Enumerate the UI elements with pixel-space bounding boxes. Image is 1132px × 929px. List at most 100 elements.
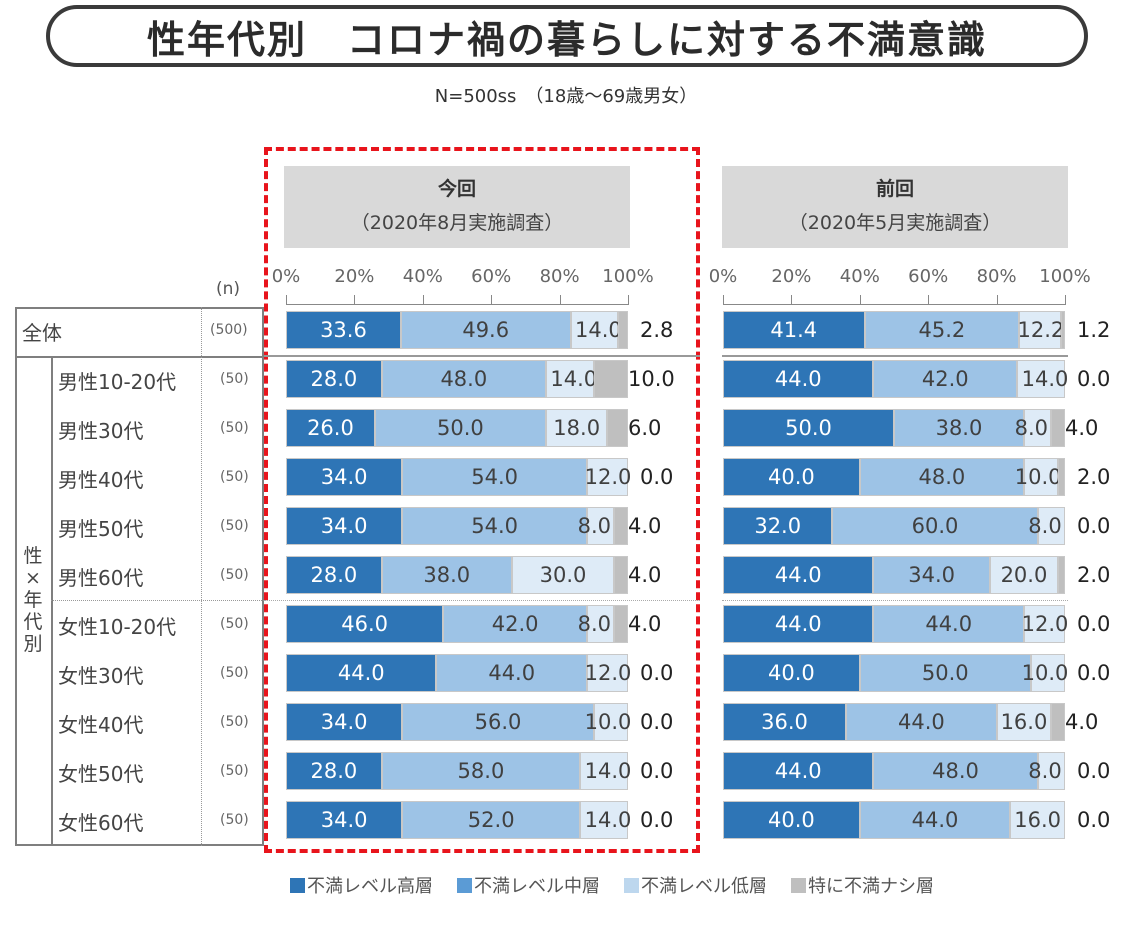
- legend-item-none: 特に不満ナシ層: [791, 872, 934, 898]
- data-label: 8.0: [1028, 759, 1062, 783]
- data-label-no-dissatisfaction: 0.0: [640, 661, 674, 685]
- data-label-no-dissatisfaction: 0.0: [1077, 759, 1111, 783]
- legend-label: 不満レベル低層: [641, 876, 767, 897]
- bar-segment-low: [586, 507, 615, 545]
- legend-label: 特に不満ナシ層: [808, 876, 934, 897]
- bar-segment-high: [723, 458, 860, 496]
- data-label-no-dissatisfaction: 0.0: [640, 808, 674, 832]
- bar-segment-none: [614, 556, 628, 594]
- x-tick-label: 40%: [402, 266, 443, 287]
- data-label: 42.0: [491, 612, 539, 636]
- bar-segment-high: [286, 409, 375, 447]
- data-label: 16.0: [1000, 710, 1048, 734]
- row-n: (50): [220, 518, 249, 534]
- data-label: 40.0: [768, 465, 815, 489]
- bar-segment-high: [286, 654, 437, 692]
- x-tick-label: 0%: [708, 266, 738, 287]
- bar-segment-mid: [402, 507, 587, 545]
- data-label-no-dissatisfaction: 2.8: [640, 318, 674, 342]
- total-separator-line: [264, 355, 700, 357]
- bar-segment-mid: [400, 311, 571, 349]
- bar-segment-high: [286, 801, 403, 839]
- data-label: 14.0: [575, 318, 622, 342]
- data-label-no-dissatisfaction: 4.0: [628, 612, 662, 636]
- legend-swatch: [791, 877, 806, 893]
- data-label: 26.0: [307, 416, 354, 440]
- row-label: 男性50代: [58, 517, 144, 541]
- bar-segment-high: [286, 556, 382, 594]
- bar-segment-mid: [402, 801, 581, 839]
- table-divider: [201, 307, 202, 846]
- bar-segment-low: [545, 360, 594, 398]
- highlight-frame: [264, 147, 700, 853]
- bar-segment-high: [723, 752, 874, 790]
- x-tick-label: 0%: [271, 266, 301, 287]
- bar-segment-high: [723, 311, 865, 349]
- data-label: 40.0: [768, 808, 815, 832]
- bar-segment-low: [1030, 654, 1065, 692]
- data-label: 33.6: [320, 318, 367, 342]
- data-label: 60.0: [911, 514, 959, 538]
- bar-segment-high: [723, 654, 860, 692]
- bar-segment-mid: [873, 752, 1038, 790]
- x-tick-label: 40%: [839, 266, 880, 287]
- x-tick-label: 60%: [471, 266, 512, 287]
- data-label: 56.0: [474, 710, 522, 734]
- bar-segment-mid: [436, 654, 587, 692]
- bar-segment-high: [723, 801, 860, 839]
- data-label: 34.0: [320, 808, 368, 832]
- bar-segment-low: [511, 556, 615, 594]
- data-label: 36.0: [761, 710, 808, 734]
- bar-segment-low: [1037, 752, 1065, 790]
- bar-segment-none: [1058, 556, 1065, 594]
- bar-segment-mid: [873, 605, 1024, 643]
- data-label: 20.0: [1000, 563, 1048, 587]
- row-n: (500): [210, 322, 248, 338]
- panel-title: 今回: [437, 178, 476, 200]
- bar-segment-high: [723, 507, 833, 545]
- gender-separator-line: [722, 600, 1068, 601]
- data-label-no-dissatisfaction: 1.2: [1077, 318, 1111, 342]
- row-n: (50): [220, 812, 249, 828]
- data-label: 16.0: [1014, 808, 1062, 832]
- data-label: 30.0: [539, 563, 587, 587]
- bar-segment-mid: [381, 360, 546, 398]
- bar-segment-low: [580, 801, 628, 839]
- data-label-no-dissatisfaction: 2.0: [1077, 465, 1111, 489]
- data-label: 41.4: [770, 318, 818, 342]
- bar-segment-none: [1060, 311, 1065, 349]
- data-label: 34.0: [320, 514, 368, 538]
- row-n: (50): [220, 371, 249, 387]
- group-label-char: 別: [23, 633, 43, 655]
- bar-segment-mid: [859, 801, 1011, 839]
- row-n: (50): [220, 567, 249, 583]
- data-label: 49.6: [462, 318, 510, 342]
- row-n: (50): [220, 469, 249, 485]
- row-label-table: [15, 307, 264, 846]
- x-axis-tick: [491, 295, 493, 305]
- x-axis-tick: [1065, 295, 1066, 305]
- group-label-char: ×: [25, 567, 41, 589]
- x-axis-tick: [286, 295, 287, 305]
- data-label-no-dissatisfaction: 0.0: [640, 465, 674, 489]
- bar-segment-low: [1037, 507, 1065, 545]
- data-label: 44.0: [774, 563, 822, 587]
- bar-segment-mid: [381, 556, 512, 594]
- x-tick-label: 80%: [976, 266, 1017, 287]
- row-label: 男性30代: [58, 419, 144, 443]
- row-label: 女性50代: [58, 762, 144, 786]
- x-axis-tick: [859, 295, 861, 305]
- data-label: 50.0: [921, 661, 969, 685]
- bar-segment-low: [996, 703, 1052, 741]
- bar-segment-low: [1023, 458, 1059, 496]
- bar-segment-high: [723, 360, 874, 398]
- bar-segment-low: [593, 703, 628, 741]
- bar-segment-high: [723, 409, 894, 447]
- data-label: 45.2: [918, 318, 966, 342]
- bar-segment-high: [286, 703, 403, 741]
- bar-segment-none: [614, 507, 628, 545]
- table-divider: [51, 600, 264, 601]
- data-label: 38.0: [423, 563, 471, 587]
- panel-header-previous: 前回 （2020年5月実施調査）: [722, 166, 1068, 248]
- legend-label: 不満レベル高層: [307, 876, 433, 897]
